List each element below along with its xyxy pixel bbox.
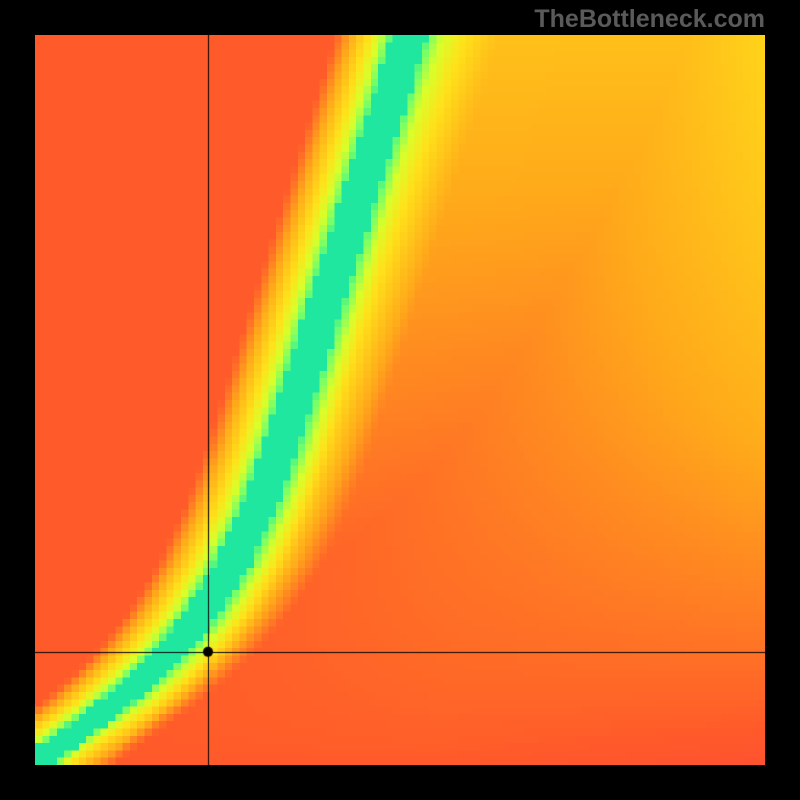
overlay-canvas (35, 35, 765, 765)
chart-container: TheBottleneck.com (0, 0, 800, 800)
watermark-text: TheBottleneck.com (534, 5, 765, 34)
